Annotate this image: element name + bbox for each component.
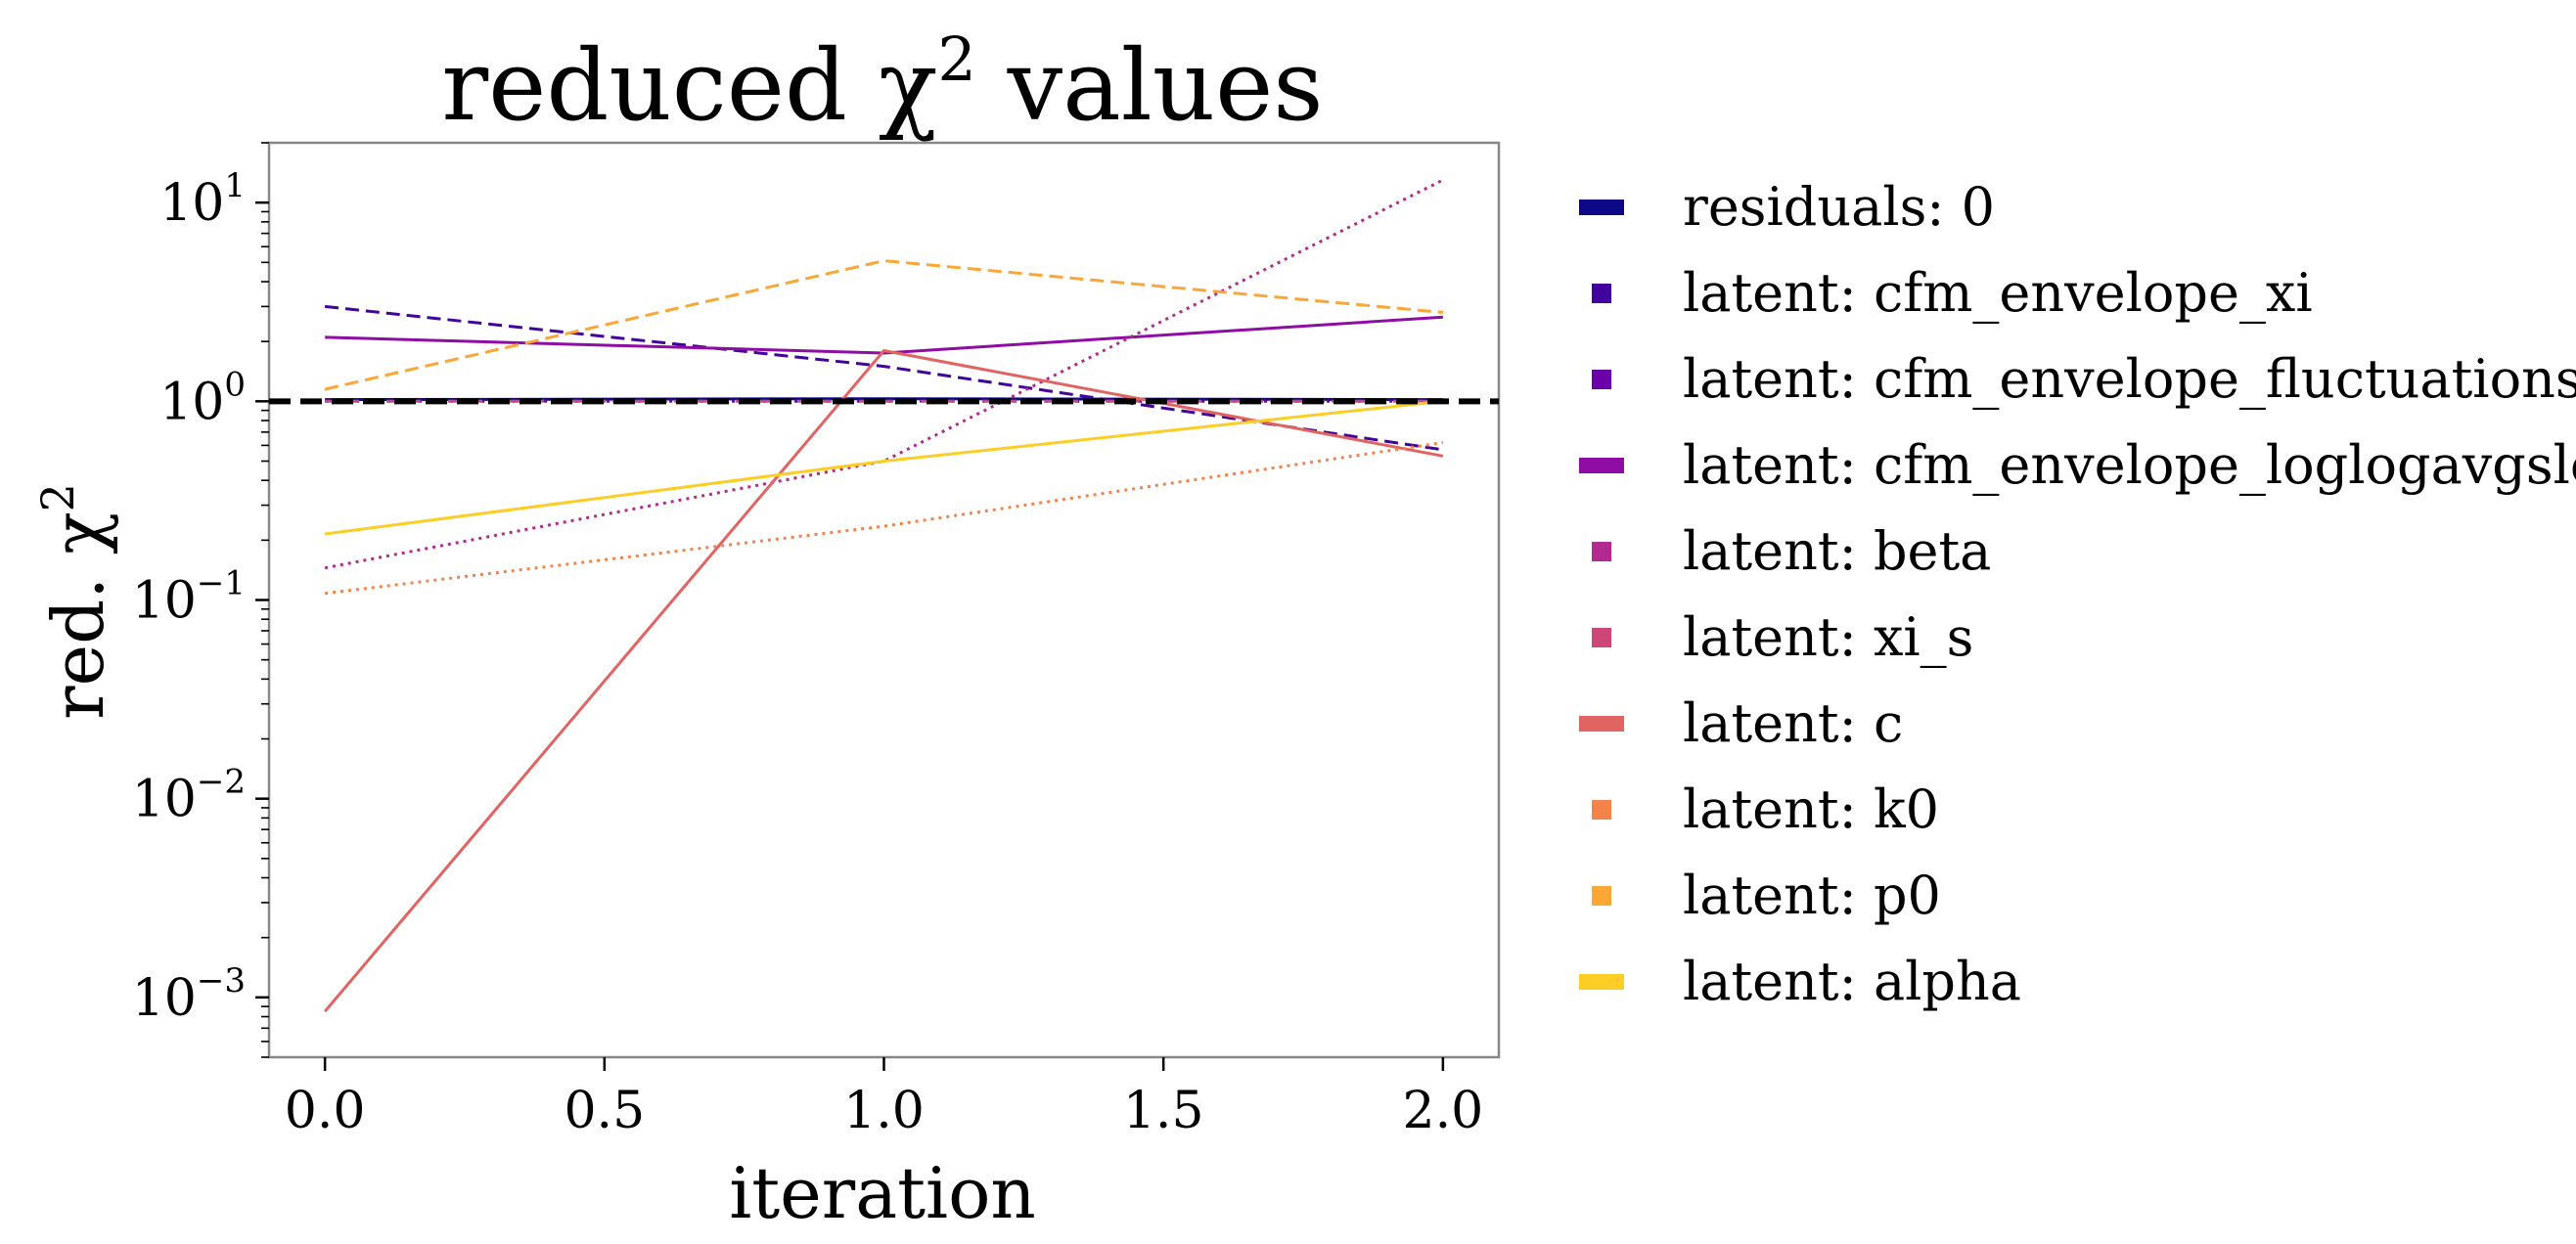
x-tick-label: 0.0 (285, 1082, 366, 1140)
y-tick-label-exponent: −2 (197, 763, 246, 802)
x-tick-label: 0.5 (564, 1082, 645, 1140)
y-tick-label-exponent: 0 (224, 365, 246, 404)
legend-label: latent: cfm_envelope_loglogavgslope (1683, 434, 2576, 496)
legend-swatch (1592, 370, 1611, 389)
y-tick-label-exponent: −1 (197, 564, 246, 603)
plot-area-frame (267, 141, 1501, 1059)
legend-label: latent: cfm_envelope_fluctuations (1683, 348, 2576, 410)
legend-label: latent: p0 (1683, 865, 1941, 926)
chart-title-superscript: 2 (937, 23, 975, 95)
series-line-6 (323, 349, 1444, 1013)
y-axis-label-superscript: 2 (31, 483, 84, 511)
y-tick-label-base: 10 (132, 572, 197, 631)
legend-swatch (1579, 458, 1624, 473)
x-axis-label: iteration (729, 1152, 1036, 1234)
y-tick-label-base: 10 (132, 969, 197, 1028)
legend-label: latent: cfm_envelope_xi (1683, 262, 2313, 324)
chart-title: reduced χ2 values (441, 23, 1323, 143)
y-tick-label: 10−2 (132, 763, 246, 829)
legend-swatch (1592, 542, 1611, 561)
legend-swatch (1592, 886, 1611, 906)
y-tick-label-base: 10 (132, 771, 197, 829)
y-axis-label-base: red. χ (37, 511, 119, 720)
legend-swatch (1592, 284, 1611, 303)
legend-swatch (1579, 200, 1624, 215)
legend-swatch (1592, 800, 1611, 820)
x-tick-label: 1.5 (1123, 1082, 1204, 1140)
legend-swatch (1579, 716, 1624, 732)
series-line-9 (324, 399, 1444, 536)
y-tick-label: 100 (159, 365, 246, 431)
series-line-8 (324, 259, 1444, 391)
y-tick-label: 10−1 (132, 564, 246, 631)
series-line-7 (324, 441, 1444, 596)
legend: residuals: 0 latent: cfm_envelope_xilaten… (1579, 176, 2576, 1012)
y-axis-label: red. χ2 (31, 483, 119, 720)
y-tick-label-base: 10 (159, 174, 224, 233)
y-tick-label: 101 (159, 166, 246, 233)
y-tick-label: 10−3 (132, 961, 246, 1028)
legend-label: residuals: 0 (1683, 176, 1995, 238)
y-tick-label-base: 10 (159, 373, 224, 431)
y-tick-label-exponent: 1 (224, 166, 246, 205)
series-line-4 (324, 178, 1444, 570)
legend-swatch (1579, 974, 1624, 990)
legend-label: latent: alpha (1683, 951, 2021, 1012)
series-line-3 (325, 315, 1443, 355)
legend-label: latent: c (1683, 692, 1903, 754)
series-lines (269, 178, 1499, 1013)
chart-title-suffix: values (976, 28, 1324, 143)
x-axis: 0.0 0.5 1.0 1.5 2.0 (285, 1057, 1483, 1140)
legend-swatch (1592, 628, 1611, 647)
chart-title-base: reduced χ (441, 28, 937, 143)
x-tick-label: 1.0 (843, 1082, 925, 1140)
y-tick-label-exponent: −3 (197, 961, 246, 1000)
series-line-1 (324, 304, 1444, 452)
legend-label: latent: xi_s (1683, 606, 1973, 668)
legend-label: latent: k0 (1683, 778, 1939, 840)
x-tick-label: 2.0 (1403, 1082, 1484, 1140)
legend-label: latent: beta (1683, 520, 1991, 582)
